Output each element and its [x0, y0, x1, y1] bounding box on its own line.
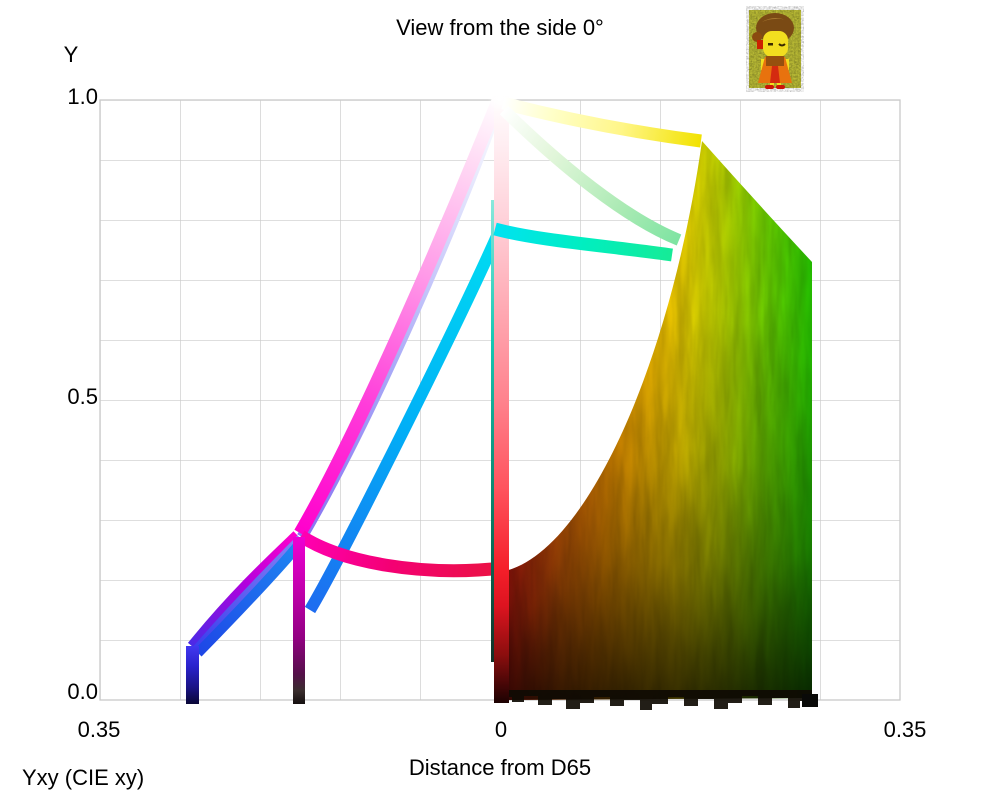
- x-tick-right: 0.35: [883, 717, 927, 742]
- mascot-bow: [757, 40, 763, 49]
- bar-magenta-black: [293, 537, 305, 704]
- edge-white-yellow: [501, 96, 702, 148]
- mascot-shoe-left: [765, 85, 774, 89]
- mascot-image: [749, 10, 801, 89]
- mascot-fringe: [760, 20, 791, 34]
- gamut-surface: [505, 141, 818, 710]
- y-tick-1-0: 1.0: [67, 84, 98, 109]
- bar-blue-black: [186, 646, 199, 704]
- edge-white-green: [499, 105, 682, 246]
- mascot-dress-panel: [770, 66, 780, 83]
- white-point-apex: [488, 87, 512, 111]
- strip-red-white-black: [494, 95, 509, 703]
- mascot-hair-bun: [752, 32, 762, 42]
- colorspace-corner-label: Yxy (CIE xy): [22, 765, 145, 790]
- mascot-eye-left: [768, 43, 773, 46]
- x-tick-left: 0.35: [77, 717, 121, 742]
- y-tick-0-5: 0.5: [67, 384, 98, 409]
- chart-title: View from the side 0°: [396, 15, 604, 40]
- y-tick-0-0: 0.0: [67, 679, 98, 704]
- gamut-bottom-jagged: [505, 690, 812, 710]
- mascot-hair-highlight: [762, 18, 790, 22]
- y-axis-label: Y: [63, 42, 79, 67]
- edge-cyan-green: [493, 222, 673, 262]
- line-cyan-black: [491, 200, 494, 662]
- x-axis-label: Distance from D65: [408, 755, 592, 780]
- edge-magenta-white: [294, 95, 506, 537]
- x-tick-center: 0: [494, 717, 508, 742]
- mascot-bodice: [766, 56, 784, 66]
- mascot-eye-wink: [778, 43, 786, 47]
- edge-magenta-red: [297, 530, 504, 578]
- edge-blue-cyan: [304, 233, 503, 614]
- mascot-shoe-right: [776, 85, 785, 89]
- mascot-face: [763, 31, 788, 57]
- gamut-bottom-right-nub: [802, 694, 818, 707]
